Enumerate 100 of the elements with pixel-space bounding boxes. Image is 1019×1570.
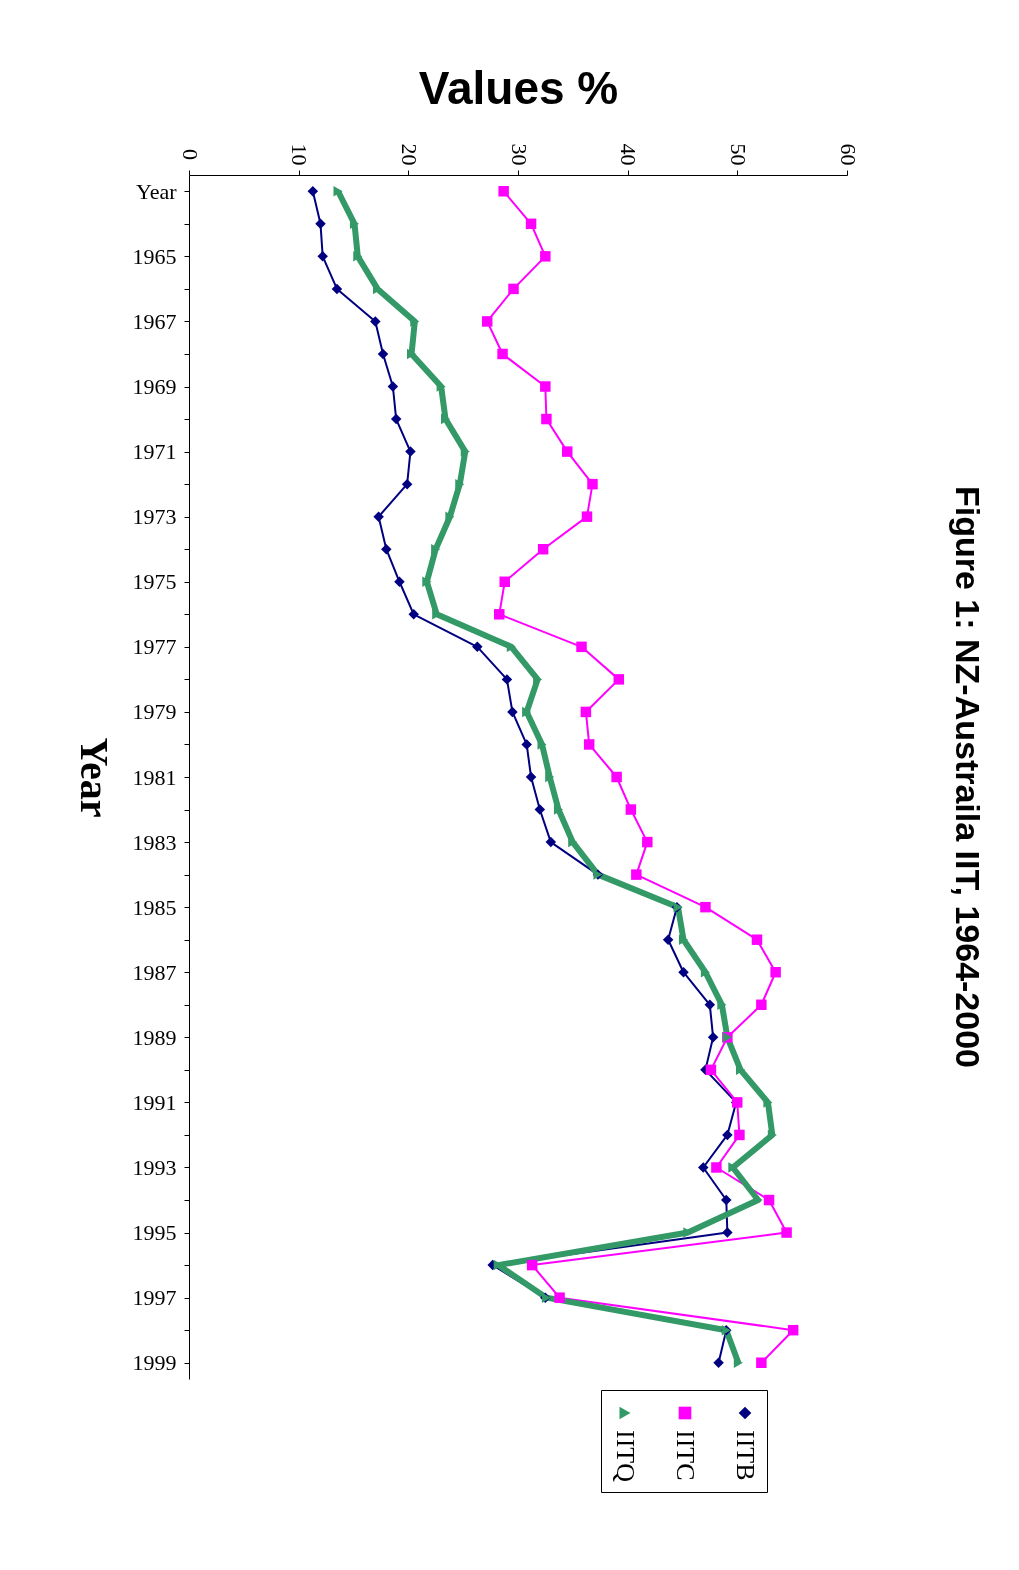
point (631, 869, 642, 880)
point (394, 576, 405, 587)
point (526, 1259, 538, 1271)
y-tick-label: 1997 (132, 1285, 177, 1311)
y-tick-label: 1991 (132, 1089, 177, 1115)
y-tick-label: 1975 (132, 569, 177, 595)
y-tick-label: 1969 (132, 374, 177, 400)
legend-label: IITQ (611, 1430, 640, 1483)
point (307, 186, 319, 197)
point (525, 771, 537, 783)
point (576, 641, 587, 653)
y-tick-label: 1981 (132, 764, 177, 790)
point (705, 1064, 717, 1076)
point (611, 771, 622, 783)
point (401, 478, 413, 490)
x-axis-title: Values % (418, 61, 619, 114)
point (763, 1194, 775, 1206)
x-tick-label: 0 (177, 149, 203, 160)
point (554, 1292, 565, 1303)
point (506, 641, 516, 653)
point (390, 413, 402, 425)
point (534, 804, 546, 815)
point (787, 1324, 799, 1336)
legend-label: IITB (731, 1430, 760, 1481)
x-tick-label: 60 (835, 143, 861, 166)
y-tick-label: 1973 (132, 504, 177, 530)
point (722, 1227, 733, 1238)
y-tick-label: 1987 (132, 959, 177, 985)
point (751, 934, 763, 945)
point (317, 251, 328, 262)
point (553, 804, 564, 815)
point (331, 283, 343, 295)
point (377, 348, 389, 360)
y-tick-label: 1995 (132, 1220, 177, 1246)
point (522, 706, 532, 718)
point (698, 1162, 709, 1173)
point (734, 1129, 745, 1141)
point (545, 771, 555, 783)
y-tick-label: Year (135, 178, 178, 204)
point (562, 446, 573, 457)
x-tick-label: 20 (396, 143, 422, 166)
point (756, 999, 767, 1011)
point (781, 1227, 792, 1238)
point (521, 739, 532, 750)
point (440, 413, 451, 425)
y-tick-label: 1967 (132, 308, 177, 334)
point (707, 1032, 719, 1043)
point (541, 413, 552, 425)
point (333, 186, 343, 197)
point (700, 901, 711, 913)
y-tick-label: 1985 (132, 894, 177, 920)
point (455, 478, 465, 490)
point (387, 381, 399, 392)
point (353, 251, 363, 262)
point (537, 543, 549, 555)
point (373, 511, 384, 522)
point (494, 609, 505, 620)
y-tick-label: 1965 (132, 243, 177, 269)
point (540, 251, 551, 262)
y-tick-label: 1993 (132, 1154, 177, 1180)
x-tick-label: 50 (725, 143, 751, 166)
point (499, 576, 510, 587)
point (315, 218, 326, 230)
point (662, 934, 674, 945)
point (625, 804, 637, 815)
point (525, 218, 537, 230)
point (422, 576, 432, 587)
point (722, 1129, 733, 1141)
point (481, 316, 493, 327)
point (713, 1357, 724, 1368)
point (678, 934, 689, 945)
point (711, 1162, 722, 1173)
y-axis-title: Year (71, 737, 117, 818)
point (642, 836, 653, 848)
point (733, 1357, 743, 1368)
y-tick-label: 1971 (132, 439, 177, 465)
x-tick-label: 30 (506, 143, 532, 166)
point (370, 316, 381, 327)
y-tick-label: 1999 (132, 1350, 177, 1376)
point (770, 967, 781, 978)
point (508, 283, 519, 295)
point (587, 478, 598, 490)
point (580, 706, 592, 718)
x-tick-label: 10 (287, 143, 313, 166)
y-tick-label: 1979 (132, 699, 177, 725)
y-tick-label: 1977 (132, 634, 177, 660)
text: Figure 1: NZ-Austraila IIT, 1964-2000 (949, 486, 987, 1068)
y-tick-label: 1989 (132, 1024, 177, 1050)
point (408, 609, 419, 620)
point (728, 1162, 738, 1173)
point (756, 1357, 767, 1368)
x-tick-label: 40 (616, 143, 642, 166)
point (540, 381, 551, 392)
point (381, 543, 392, 555)
point (405, 446, 416, 457)
point (583, 739, 595, 750)
point (721, 1194, 732, 1206)
point (406, 348, 417, 360)
legend-label: IITC (671, 1430, 700, 1481)
point (497, 348, 508, 360)
